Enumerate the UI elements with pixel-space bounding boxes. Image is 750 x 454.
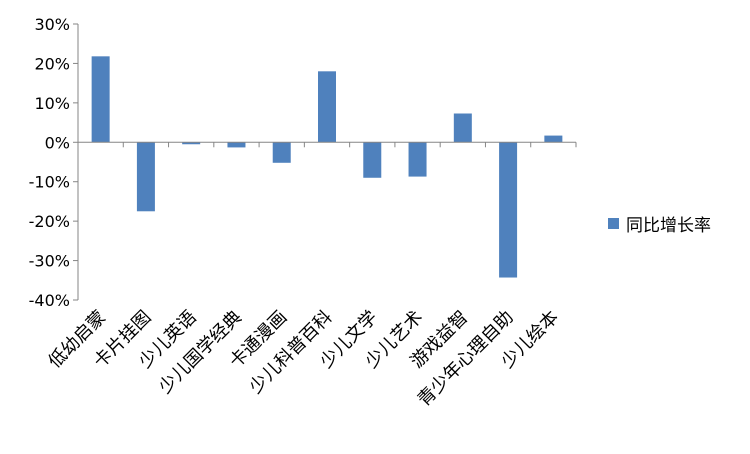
y-tick-label: -20% [29, 212, 70, 231]
y-tick-label: 20% [34, 54, 70, 73]
bar-8 [453, 113, 472, 143]
y-tick-label: 30% [34, 15, 70, 34]
bar-1 [136, 142, 155, 212]
x-axis-labels: 低幼启蒙卡片挂图少儿英语少儿国学经典卡通漫画少儿科普百科少儿文学少儿艺术游戏益智… [44, 307, 562, 411]
bar-0 [91, 56, 110, 143]
y-tick-label: 10% [34, 94, 70, 113]
bar-6 [363, 142, 382, 178]
bar-7 [408, 142, 427, 177]
bar-3 [227, 142, 246, 148]
y-axis: 30% 20% 10% 0% -10% -20% -30% -40% [29, 15, 79, 310]
legend: 同比增长率 [608, 211, 711, 236]
legend-swatch [608, 218, 619, 229]
y-tick-label: -40% [29, 291, 70, 310]
y-tick-label: -10% [29, 173, 70, 192]
x-axis [77, 141, 577, 148]
bar-5 [318, 71, 336, 143]
bar-10 [544, 135, 563, 143]
bars [91, 56, 563, 278]
y-tick-label: -30% [29, 252, 70, 271]
bar-9 [499, 142, 518, 278]
y-tick-label: 0% [45, 133, 70, 152]
bar-2 [182, 142, 201, 145]
bar-4 [272, 142, 291, 163]
legend-label: 同比增长率 [626, 216, 711, 236]
